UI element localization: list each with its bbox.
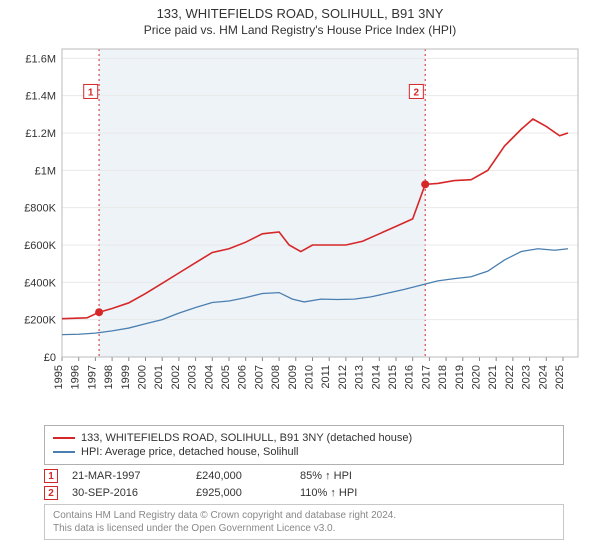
attribution-footer: Contains HM Land Registry data © Crown c…: [44, 504, 564, 540]
y-tick-label: £800K: [24, 203, 56, 215]
sale-row-pct: 85% ↑ HPI: [300, 470, 352, 482]
x-tick-label: 2025: [554, 365, 566, 389]
x-tick-label: 2024: [537, 365, 549, 389]
legend-swatch: [53, 451, 75, 453]
x-tick-label: 2013: [354, 365, 366, 389]
x-tick-label: 2007: [253, 365, 265, 389]
sale-row-date: 21-MAR-1997: [72, 470, 182, 482]
x-tick-label: 2020: [470, 365, 482, 389]
x-tick-label: 2022: [504, 365, 516, 389]
x-tick-label: 2019: [454, 365, 466, 389]
sale-row-marker: 2: [44, 486, 58, 500]
sale-marker-number: 1: [88, 87, 94, 98]
x-tick-label: 2017: [420, 365, 432, 389]
x-tick-label: 2002: [170, 365, 182, 389]
sale-row-pct: 110% ↑ HPI: [300, 487, 357, 499]
y-tick-label: £0: [44, 352, 56, 364]
x-tick-label: 1999: [120, 365, 132, 389]
x-tick-label: 2003: [187, 365, 199, 389]
legend-row: 133, WHITEFIELDS ROAD, SOLIHULL, B91 3NY…: [53, 432, 555, 444]
x-tick-label: 2000: [136, 365, 148, 389]
page-title: 133, WHITEFIELDS ROAD, SOLIHULL, B91 3NY: [0, 6, 600, 21]
title-block: 133, WHITEFIELDS ROAD, SOLIHULL, B91 3NY…: [0, 0, 600, 39]
y-tick-label: £200K: [24, 315, 56, 327]
line-chart: £0 £200K £400K £600K £800K £1M £1.2M £1.4M £1.6M…: [10, 39, 590, 419]
x-tick-label: 2008: [270, 365, 282, 389]
x-tick-label: 2011: [320, 365, 332, 389]
x-tick-label: 2006: [237, 365, 249, 389]
x-tick-label: 2001: [153, 365, 165, 389]
legend-label: 133, WHITEFIELDS ROAD, SOLIHULL, B91 3NY…: [81, 432, 412, 444]
x-tick-label: 2023: [521, 365, 533, 389]
x-tick-label: 1997: [86, 365, 98, 389]
x-tick-label: 2009: [287, 365, 299, 389]
x-tick-label: 2004: [203, 365, 215, 389]
sale-row-price: £925,000: [196, 487, 286, 499]
x-tick-label: 2016: [404, 365, 416, 389]
legend-label: HPI: Average price, detached house, Soli…: [81, 446, 299, 458]
y-tick-label: £1.2M: [25, 128, 56, 140]
footer-line-2: This data is licensed under the Open Gov…: [53, 522, 555, 535]
sales-list: 1 21-MAR-1997 £240,000 85% ↑ HPI 2 30-SEP-201…: [44, 469, 564, 500]
x-tick-label: 1996: [70, 365, 82, 389]
y-tick-label: £1.6M: [25, 53, 56, 65]
sale-marker-number: 2: [414, 87, 420, 98]
sale-row-price: £240,000: [196, 470, 286, 482]
y-tick-label: £400K: [24, 277, 56, 289]
x-tick-label: 2014: [370, 365, 382, 389]
x-tick-label: 2005: [220, 365, 232, 389]
sale-marker-dot: [421, 180, 429, 188]
x-tick-label: 2015: [387, 365, 399, 389]
legend-box: 133, WHITEFIELDS ROAD, SOLIHULL, B91 3NY…: [44, 425, 564, 465]
legend-swatch: [53, 437, 75, 439]
y-tick-label: £1M: [35, 165, 56, 177]
footer-line-1: Contains HM Land Registry data © Crown c…: [53, 509, 555, 522]
legend-row: HPI: Average price, detached house, Soli…: [53, 446, 555, 458]
x-tick-label: 2012: [337, 365, 349, 389]
x-tick-label: 2010: [303, 365, 315, 389]
sale-row: 1 21-MAR-1997 £240,000 85% ↑ HPI: [44, 469, 564, 483]
page-subtitle: Price paid vs. HM Land Registry's House …: [0, 23, 600, 37]
chart-container: £0 £200K £400K £600K £800K £1M £1.2M £1.4M £1.6M…: [10, 39, 590, 419]
sale-row: 2 30-SEP-2016 £925,000 110% ↑ HPI: [44, 486, 564, 500]
x-tick-label: 1995: [53, 365, 65, 389]
x-tick-label: 2021: [487, 365, 499, 389]
sale-row-date: 30-SEP-2016: [72, 487, 182, 499]
x-tick-label: 1998: [103, 365, 115, 389]
sale-row-marker: 1: [44, 469, 58, 483]
y-tick-label: £1.4M: [25, 91, 56, 103]
y-tick-label: £600K: [24, 240, 56, 252]
sale-marker-dot: [95, 308, 103, 316]
x-tick-label: 2018: [437, 365, 449, 389]
